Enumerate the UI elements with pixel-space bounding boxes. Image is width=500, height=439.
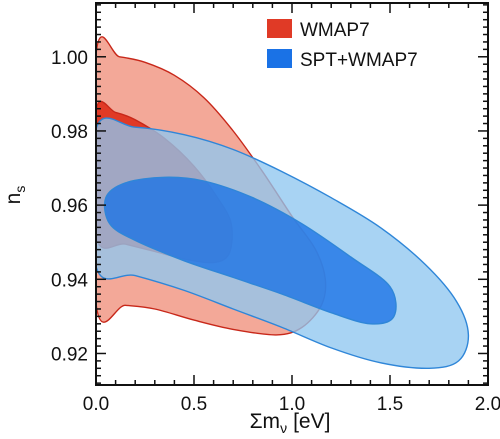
legend: WMAP7 SPT+WMAP7 bbox=[267, 19, 418, 71]
y-tick-label: 0.92 bbox=[51, 344, 88, 365]
y-tick-label: 0.94 bbox=[51, 270, 88, 291]
x-tick-label: 1.0 bbox=[279, 394, 305, 415]
spt-wmap7-68-contour bbox=[103, 176, 397, 325]
x-tick-label: 0.5 bbox=[181, 394, 207, 415]
legend-label-spt-wmap7: SPT+WMAP7 bbox=[300, 50, 418, 71]
y-tick-label: 1.00 bbox=[51, 48, 88, 69]
y-axis-label: ns bbox=[2, 186, 28, 205]
x-tick-label: 2.0 bbox=[475, 394, 500, 415]
legend-swatch-wmap7 bbox=[267, 19, 292, 38]
y-tick-label: 0.96 bbox=[51, 196, 88, 217]
x-tick-label: 1.5 bbox=[377, 394, 403, 415]
x-axis-label: Σmν [eV] bbox=[250, 410, 331, 436]
y-tick-label: 0.98 bbox=[51, 122, 88, 143]
legend-swatch-spt-wmap7 bbox=[267, 49, 292, 68]
x-tick-label: 0.0 bbox=[83, 394, 109, 415]
legend-label-wmap7: WMAP7 bbox=[300, 20, 370, 41]
